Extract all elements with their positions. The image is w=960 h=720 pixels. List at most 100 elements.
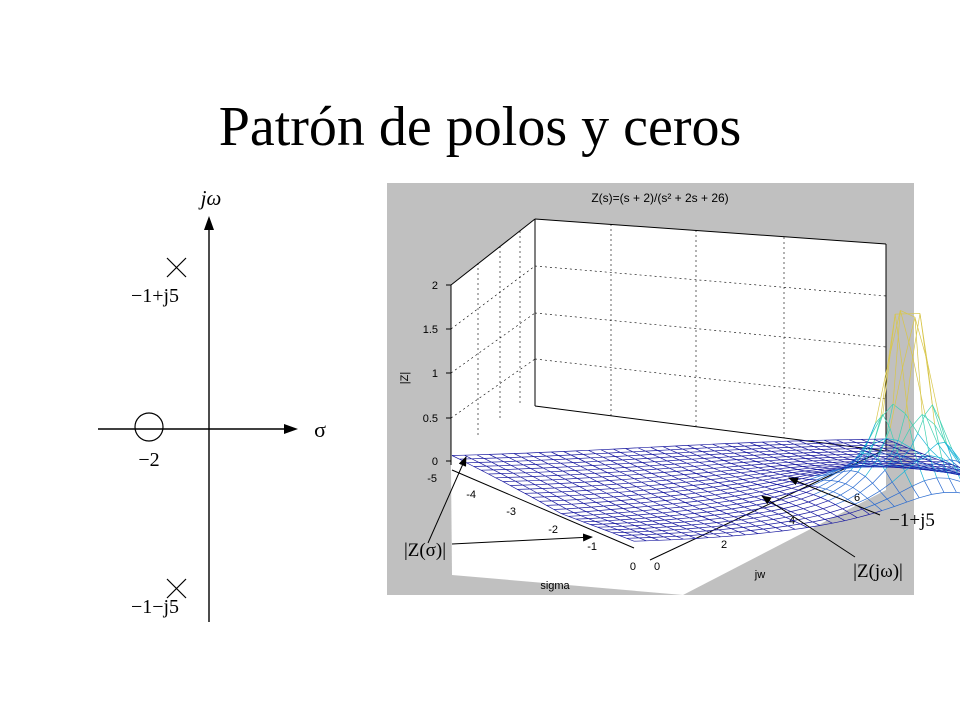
mesh-segment <box>647 524 655 529</box>
mesh-segment <box>728 520 737 525</box>
mesh-segment <box>879 466 887 468</box>
mesh-segment <box>643 489 652 495</box>
mesh-segment <box>909 465 917 468</box>
mesh-segment <box>954 468 960 471</box>
mesh-segment <box>840 487 854 496</box>
mesh-segment <box>581 493 595 496</box>
mesh-segment <box>868 442 876 446</box>
mesh-segment <box>719 510 727 514</box>
mesh-segment <box>530 467 544 469</box>
mesh-segment <box>812 460 821 464</box>
mesh-segment <box>888 465 902 467</box>
mesh-segment <box>589 476 603 479</box>
mesh-segment <box>542 467 551 473</box>
mesh-segment <box>753 454 767 456</box>
mesh-segment <box>636 485 649 488</box>
mesh-segment <box>602 523 616 525</box>
mesh-segment <box>623 486 637 489</box>
mesh-segment <box>612 467 620 473</box>
mesh-segment <box>676 535 684 540</box>
mesh-segment <box>807 462 821 465</box>
mesh-segment <box>624 467 633 472</box>
mesh-segment <box>711 461 720 465</box>
mesh-segment <box>786 440 795 445</box>
mesh-segment <box>832 520 845 524</box>
mesh-segment <box>811 440 820 444</box>
mesh-segment <box>622 458 636 461</box>
mesh-segment <box>599 468 608 473</box>
mesh-segment <box>685 500 698 503</box>
mesh-segment <box>818 486 826 490</box>
mesh-segment <box>860 440 869 455</box>
mesh-segment <box>580 514 594 517</box>
mesh-segment <box>517 489 525 494</box>
mesh-segment <box>774 440 787 443</box>
mesh-segment <box>822 465 835 468</box>
mesh-segment <box>626 474 635 480</box>
mesh-segment <box>746 514 754 519</box>
mesh-segment <box>793 458 806 460</box>
z-sigma-arrow-2 <box>451 533 593 545</box>
mesh-segment <box>792 520 801 525</box>
mesh-segment <box>733 514 747 518</box>
mesh-segment <box>693 531 702 536</box>
mesh-segment <box>608 500 622 502</box>
mesh-segment <box>738 465 746 470</box>
mesh-segment <box>764 448 772 452</box>
mesh-segment <box>779 487 792 492</box>
mesh-segment <box>694 464 707 467</box>
mesh-segment <box>579 485 592 487</box>
mesh-segment <box>728 519 742 522</box>
mesh-segment <box>595 453 604 458</box>
mesh-segment <box>644 517 653 522</box>
mesh-segment <box>736 458 749 460</box>
mesh-segment <box>540 479 548 485</box>
mesh-segment <box>836 471 844 474</box>
mesh-segment <box>751 509 759 514</box>
mesh-segment <box>617 462 630 465</box>
mesh-segment <box>704 458 712 462</box>
mesh-segment <box>880 363 889 419</box>
mesh-segment <box>800 521 813 525</box>
mesh-segment <box>616 483 625 489</box>
mesh-segment <box>744 445 757 447</box>
mesh-segment <box>748 458 757 462</box>
mesh-segment <box>756 504 765 509</box>
mesh-segment <box>800 523 808 528</box>
mesh-segment <box>740 471 754 474</box>
mesh-segment <box>809 467 818 470</box>
mesh-segment <box>689 451 698 456</box>
mesh-segment <box>648 485 657 490</box>
mesh-segment <box>833 491 841 496</box>
mesh-segment <box>654 461 663 466</box>
mesh-segment <box>647 458 655 463</box>
mesh-segment <box>668 487 676 492</box>
mesh-segment <box>879 456 888 460</box>
mesh-segment <box>917 414 926 434</box>
mesh-segment <box>806 486 819 493</box>
mesh-segment <box>591 485 600 490</box>
mesh-segment <box>721 452 735 455</box>
mesh-segment <box>605 463 618 466</box>
mesh-segment <box>746 512 759 516</box>
mesh-segment <box>622 525 630 530</box>
mesh-segment <box>699 461 707 466</box>
mesh-segment <box>795 463 808 465</box>
mesh-segment <box>558 504 567 510</box>
mesh-segment <box>686 528 694 533</box>
mesh-segment <box>860 443 874 455</box>
mesh-segment <box>822 466 830 469</box>
sigma-axis-label: sigma <box>540 580 570 592</box>
mesh-segment <box>760 519 774 522</box>
mesh-segment <box>637 514 646 519</box>
mesh-segment <box>633 497 646 500</box>
mesh-segment <box>740 472 749 476</box>
mesh-segment <box>701 516 710 520</box>
mesh-segment <box>554 486 568 489</box>
mesh-segment <box>760 471 773 475</box>
mesh-segment <box>722 497 730 502</box>
z-sigma-arrow-1 <box>427 456 467 544</box>
mesh-segment <box>691 476 704 479</box>
mesh-segment <box>795 527 808 530</box>
mesh-segment <box>922 453 930 457</box>
